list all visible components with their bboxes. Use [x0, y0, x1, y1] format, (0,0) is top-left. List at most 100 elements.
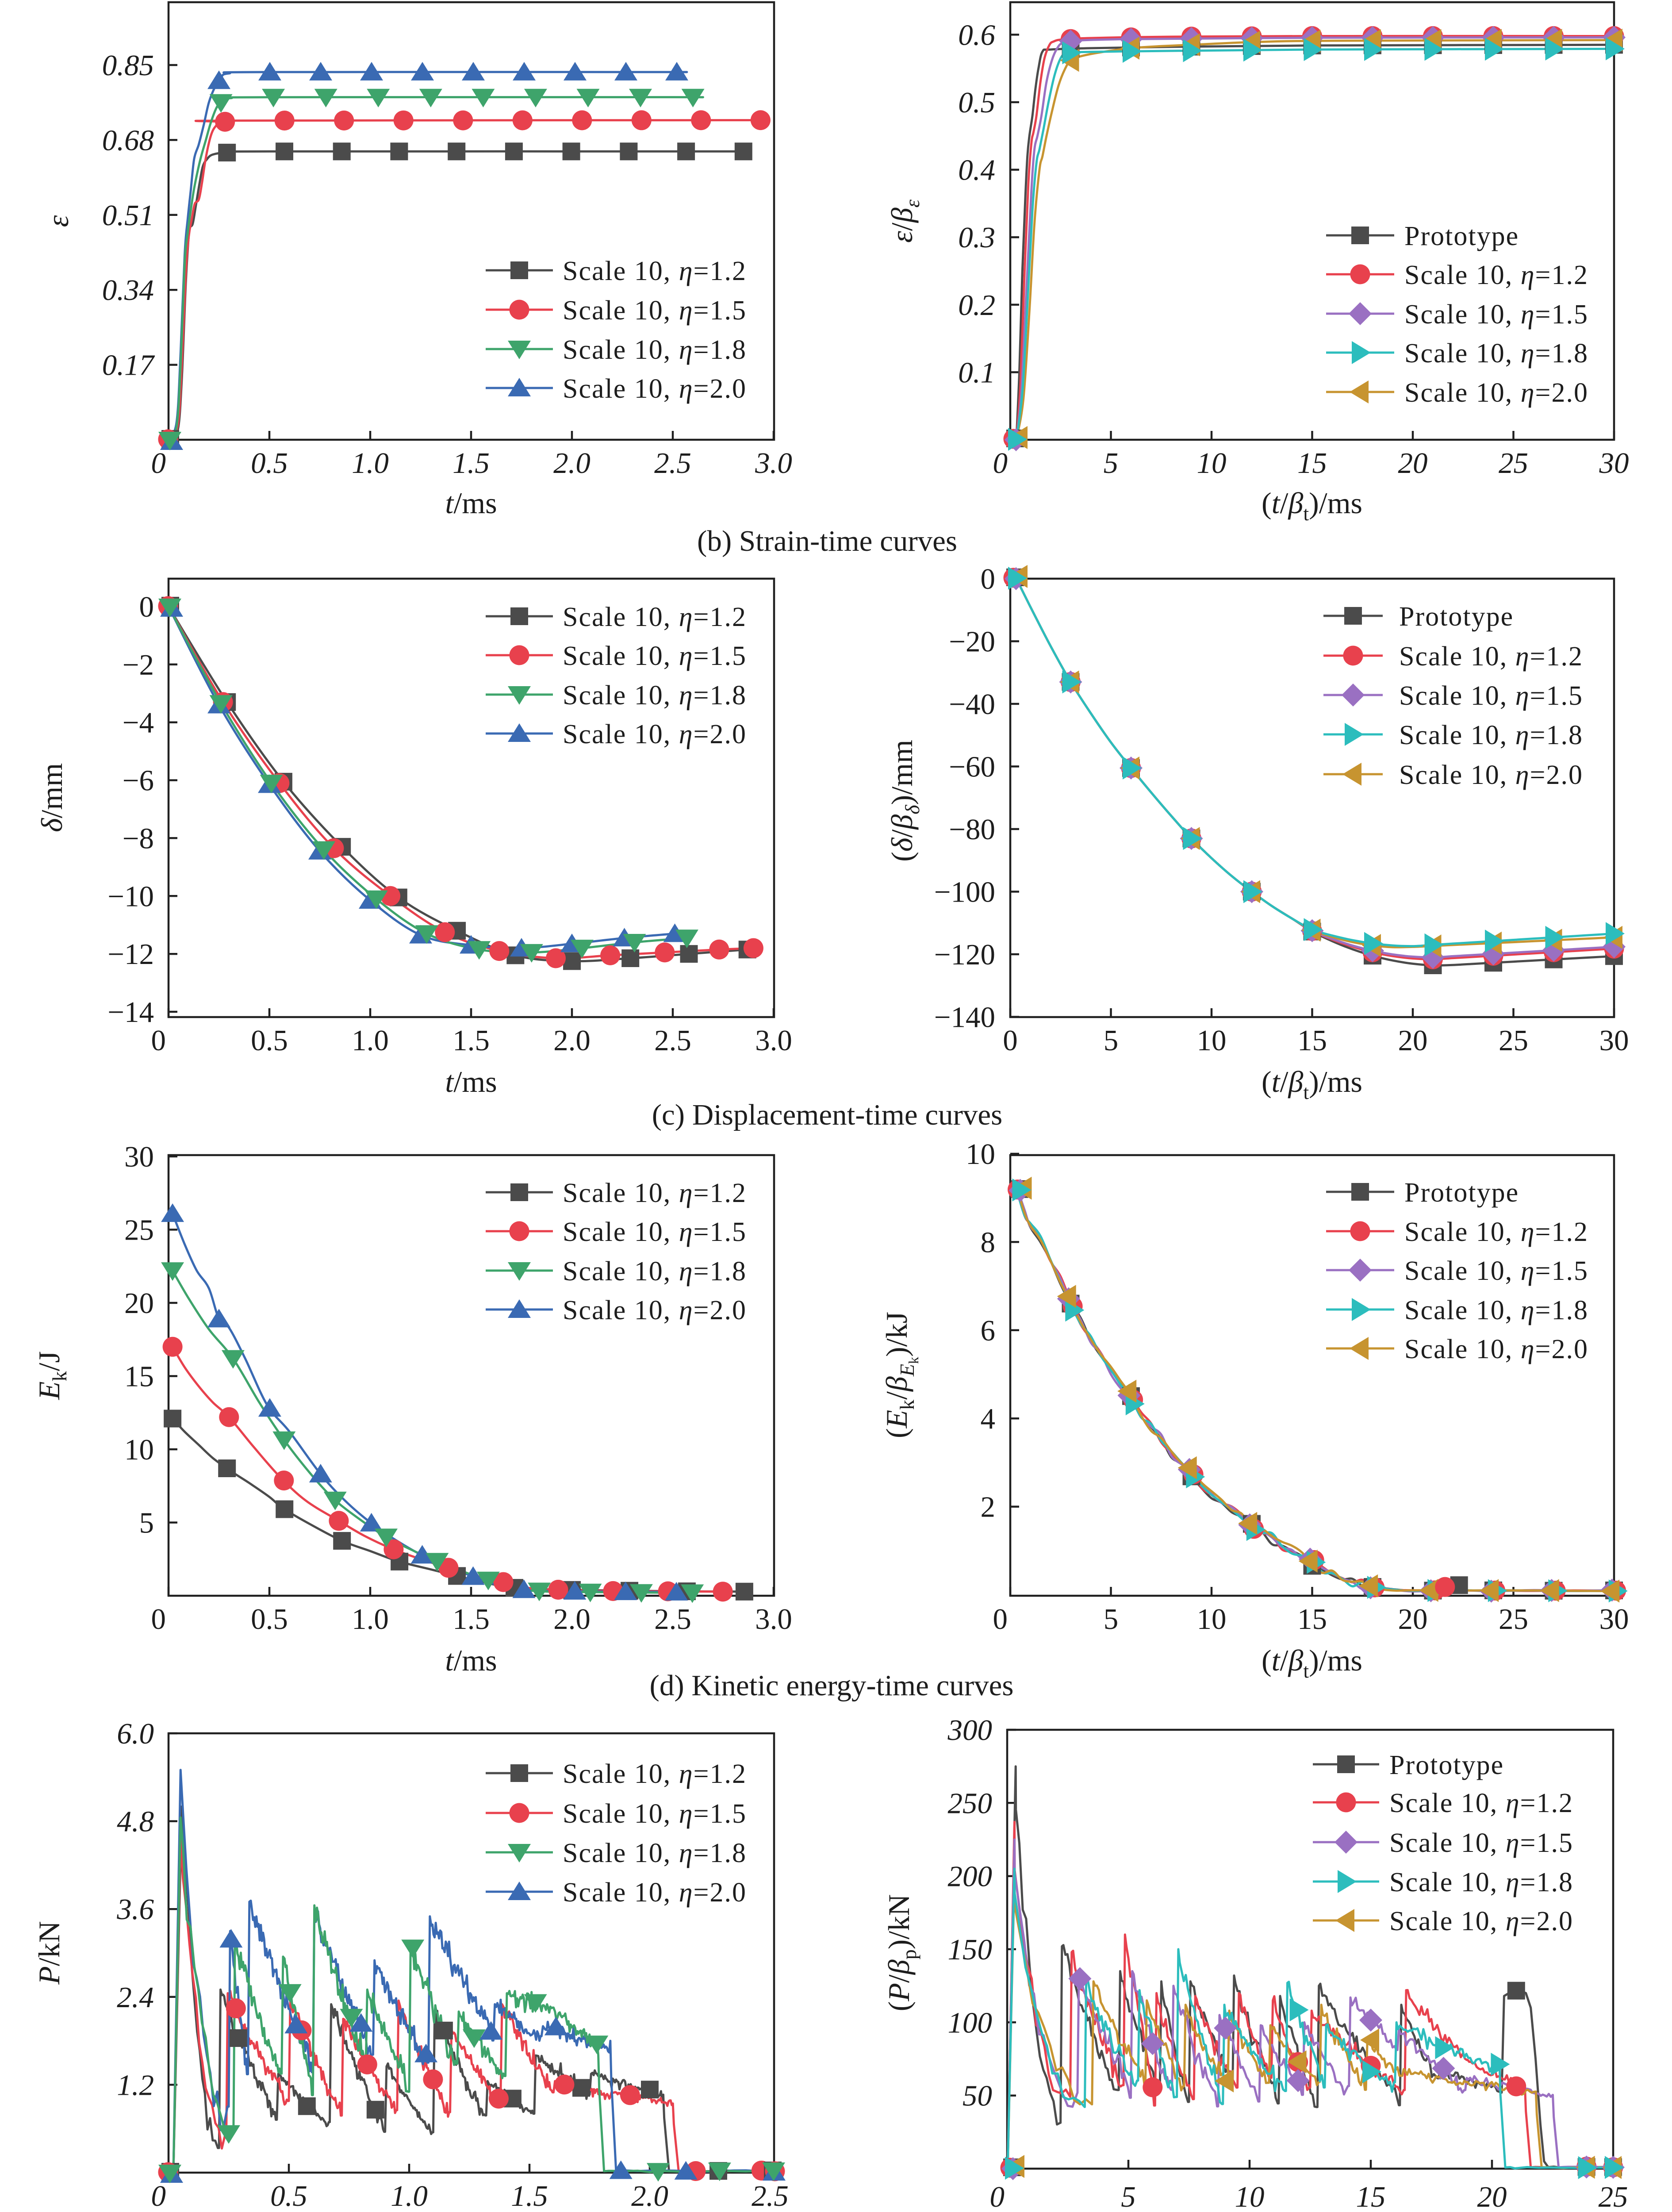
svg-text:Scale 10, η=1.2: Scale 10, η=1.2: [563, 1178, 747, 1208]
svg-text:Scale 10, η=1.5: Scale 10, η=1.5: [563, 1799, 747, 1829]
svg-text:−10: −10: [107, 880, 154, 913]
svg-text:−140: −140: [934, 1001, 995, 1034]
svg-text:−100: −100: [934, 876, 995, 909]
svg-text:Prototype: Prototype: [1404, 221, 1519, 251]
svg-text:(d) Kinetic energy-time curves: (d) Kinetic energy-time curves: [650, 1669, 1014, 1702]
svg-text:250: 250: [948, 1787, 993, 1820]
svg-text:2.5: 2.5: [654, 1024, 691, 1057]
svg-text:Scale 10, η=1.8: Scale 10, η=1.8: [1389, 1867, 1573, 1897]
svg-text:3.0: 3.0: [755, 1024, 792, 1057]
svg-text:100: 100: [948, 2006, 993, 2039]
svg-text:2: 2: [981, 1491, 996, 1524]
svg-text:1.5: 1.5: [511, 2180, 548, 2212]
svg-text:Scale 10, η=1.5: Scale 10, η=1.5: [1399, 681, 1583, 711]
svg-text:25: 25: [1499, 1024, 1528, 1057]
svg-text:15: 15: [1297, 447, 1327, 480]
svg-text:30: 30: [124, 1141, 154, 1173]
svg-text:0: 0: [151, 447, 166, 480]
svg-text:−8: −8: [123, 822, 154, 855]
svg-text:5: 5: [139, 1507, 154, 1540]
svg-text:Scale 10, η=1.8: Scale 10, η=1.8: [1404, 338, 1588, 369]
svg-text:t/ms: t/ms: [445, 486, 497, 520]
svg-text:0.5: 0.5: [270, 2180, 307, 2212]
svg-text:10: 10: [966, 1138, 995, 1171]
svg-text:1.0: 1.0: [391, 2180, 428, 2212]
svg-text:20: 20: [1398, 1024, 1428, 1057]
svg-text:P/kN: P/kN: [32, 1921, 66, 1985]
svg-text:−120: −120: [934, 938, 995, 971]
svg-text:t/ms: t/ms: [445, 1644, 497, 1677]
svg-text:150: 150: [948, 1933, 993, 1966]
svg-text:0.5: 0.5: [958, 86, 995, 119]
svg-text:1.5: 1.5: [453, 1024, 490, 1057]
svg-text:0: 0: [990, 2181, 1005, 2212]
svg-text:Scale 10, η=1.5: Scale 10, η=1.5: [563, 296, 747, 326]
svg-text:Scale 10, η=1.5: Scale 10, η=1.5: [1404, 1256, 1588, 1286]
svg-text:0.4: 0.4: [958, 154, 995, 187]
svg-text:(b) Strain-time curves: (b) Strain-time curves: [697, 525, 957, 557]
svg-text:1.5: 1.5: [453, 1603, 490, 1636]
svg-text:0.68: 0.68: [102, 124, 154, 157]
svg-text:1.2: 1.2: [117, 2069, 154, 2101]
svg-text:3.0: 3.0: [755, 1603, 792, 1636]
svg-text:20: 20: [1398, 1603, 1428, 1636]
svg-text:300: 300: [947, 1714, 993, 1747]
svg-text:Scale 10, η=1.8: Scale 10, η=1.8: [563, 335, 747, 365]
svg-text:0.1: 0.1: [958, 356, 995, 389]
svg-text:−80: −80: [949, 813, 995, 846]
svg-text:Scale 10, η=1.8: Scale 10, η=1.8: [563, 1256, 747, 1286]
svg-text:Scale 10, η=2.0: Scale 10, η=2.0: [1399, 760, 1583, 790]
svg-text:5: 5: [1104, 1603, 1119, 1636]
svg-text:25: 25: [124, 1214, 154, 1247]
svg-text:−12: −12: [107, 938, 154, 971]
svg-text:1.0: 1.0: [352, 447, 389, 480]
svg-text:0.34: 0.34: [102, 274, 154, 307]
svg-text:ε: ε: [41, 215, 75, 227]
svg-text:Scale 10, η=2.0: Scale 10, η=2.0: [563, 1878, 747, 1908]
svg-text:Scale 10, η=2.0: Scale 10, η=2.0: [1404, 1334, 1588, 1364]
svg-text:Scale 10, η=1.8: Scale 10, η=1.8: [1404, 1295, 1588, 1325]
svg-text:4: 4: [981, 1402, 996, 1435]
svg-text:0: 0: [151, 1024, 166, 1057]
svg-text:0.5: 0.5: [251, 1603, 288, 1636]
svg-text:Scale 10, η=2.0: Scale 10, η=2.0: [563, 374, 747, 404]
svg-text:Scale 10, η=1.5: Scale 10, η=1.5: [563, 1217, 747, 1247]
svg-text:Scale 10, η=1.8: Scale 10, η=1.8: [563, 680, 747, 710]
svg-text:−40: −40: [949, 688, 995, 721]
svg-text:0: 0: [993, 1603, 1008, 1636]
svg-text:Prototype: Prototype: [1399, 602, 1514, 632]
svg-text:Scale 10, η=1.5: Scale 10, η=1.5: [563, 641, 747, 671]
svg-text:50: 50: [963, 2080, 992, 2112]
svg-text:t/ms: t/ms: [445, 1065, 497, 1098]
svg-text:−4: −4: [123, 707, 154, 739]
svg-text:10: 10: [124, 1433, 154, 1466]
svg-text:Scale 10, η=1.5: Scale 10, η=1.5: [1389, 1828, 1573, 1858]
svg-text:Scale 10, η=1.8: Scale 10, η=1.8: [1399, 720, 1583, 750]
svg-text:2.5: 2.5: [752, 2180, 789, 2212]
svg-text:5: 5: [1104, 1024, 1119, 1057]
svg-text:−2: −2: [123, 649, 154, 681]
svg-text:0.6: 0.6: [958, 19, 995, 51]
svg-text:0: 0: [993, 447, 1008, 480]
svg-text:Scale 10, η=1.2: Scale 10, η=1.2: [1399, 641, 1583, 672]
svg-text:30: 30: [1599, 1603, 1629, 1636]
svg-text:−20: −20: [949, 626, 995, 658]
svg-text:0.2: 0.2: [958, 289, 995, 322]
svg-text:Scale 10, η=2.0: Scale 10, η=2.0: [563, 719, 747, 749]
svg-text:Scale 10, η=1.2: Scale 10, η=1.2: [563, 1759, 747, 1789]
svg-text:20: 20: [1477, 2181, 1507, 2212]
svg-text:0: 0: [151, 2180, 166, 2212]
svg-text:−14: −14: [107, 996, 154, 1029]
svg-text:2.0: 2.0: [631, 2180, 668, 2212]
svg-text:15: 15: [1297, 1024, 1327, 1057]
svg-text:(Ek/βEk)/kJ: (Ek/βEk)/kJ: [880, 1312, 921, 1438]
svg-text:0: 0: [981, 563, 996, 595]
svg-text:(δ/βδ)/mm: (δ/βδ)/mm: [885, 740, 924, 862]
svg-text:Scale 10, η=2.0: Scale 10, η=2.0: [1389, 1906, 1573, 1936]
svg-text:0.3: 0.3: [958, 221, 995, 254]
svg-text:Scale 10, η=1.2: Scale 10, η=1.2: [1404, 1217, 1588, 1247]
svg-text:20: 20: [124, 1287, 154, 1320]
svg-text:2.5: 2.5: [654, 1603, 691, 1636]
svg-text:(c) Displacement-time curves: (c) Displacement-time curves: [652, 1098, 1002, 1131]
svg-text:2.0: 2.0: [553, 1024, 591, 1057]
